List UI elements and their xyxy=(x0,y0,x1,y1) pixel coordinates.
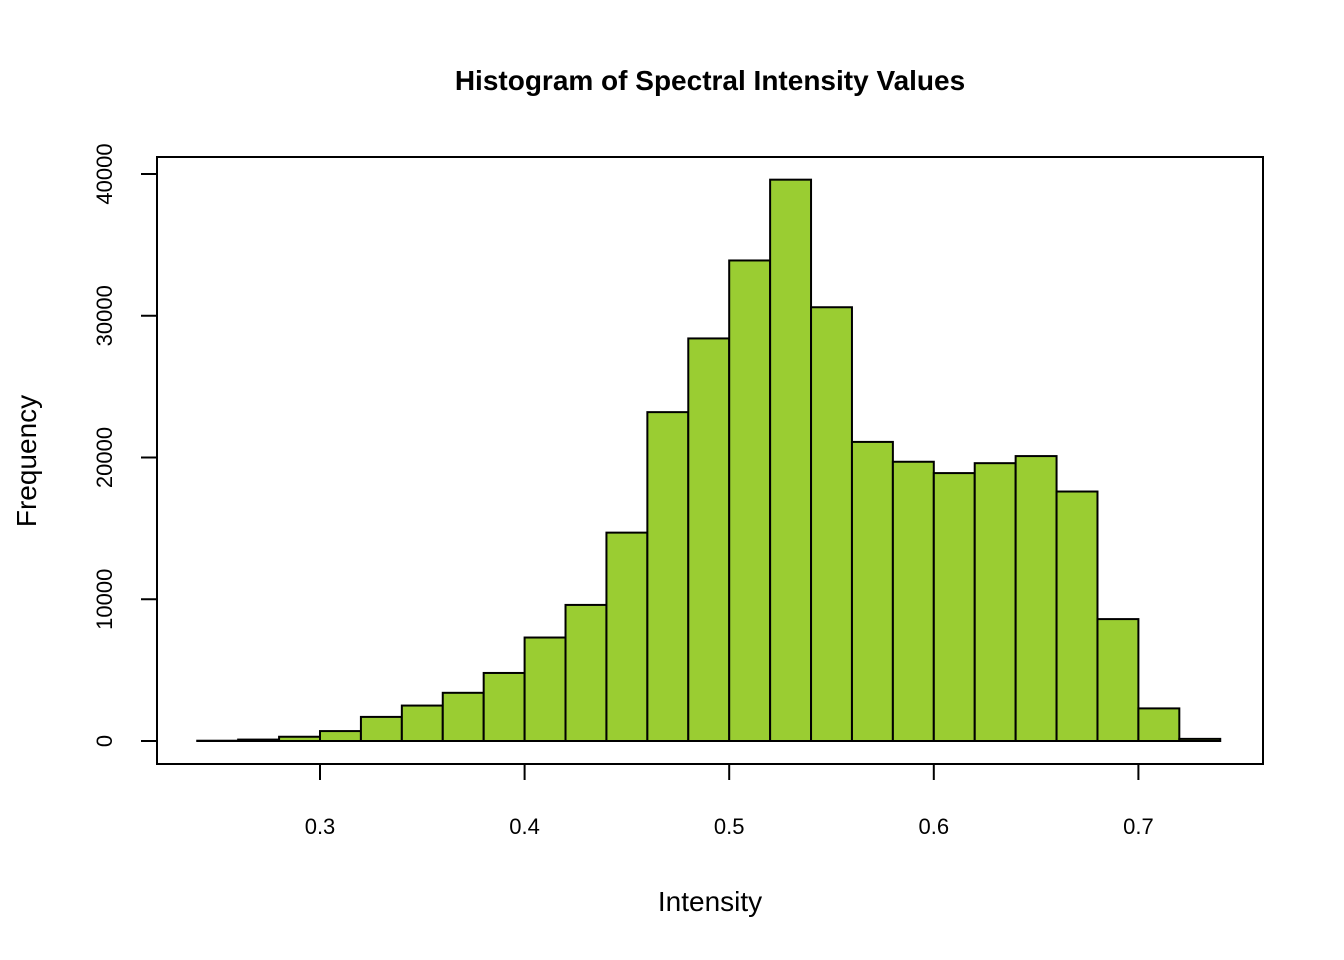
x-tick-label-1: 0.4 xyxy=(509,814,540,839)
histogram-bar-15 xyxy=(810,306,853,742)
histogram-bar-21 xyxy=(1055,490,1099,742)
histogram-bar-23 xyxy=(1137,707,1181,743)
histogram-bar-9 xyxy=(564,603,608,742)
x-tick-label-3: 0.6 xyxy=(919,814,950,839)
histogram-bar-18 xyxy=(932,472,976,742)
histogram-bar-24 xyxy=(1178,737,1222,743)
histogram-bar-16 xyxy=(850,440,894,742)
x-tick-label-2: 0.5 xyxy=(714,814,745,839)
y-tick-label-3: 30000 xyxy=(92,285,117,346)
histogram-bar-12 xyxy=(687,337,731,742)
y-tick-label-0: 0 xyxy=(92,735,117,747)
histogram-bar-17 xyxy=(891,460,935,742)
histogram-bar-3 xyxy=(319,730,362,743)
chart-title: Histogram of Spectral Intensity Values xyxy=(455,65,965,96)
x-tick-label-4: 0.7 xyxy=(1123,814,1154,839)
histogram-bar-4 xyxy=(359,715,403,743)
histogram-bar-14 xyxy=(769,178,813,743)
histogram-bar-5 xyxy=(400,704,444,742)
histogram-bar-6 xyxy=(441,691,485,742)
y-axis: 0 10000 20000 30000 40000 xyxy=(92,143,158,747)
y-tick-label-2: 20000 xyxy=(92,427,117,488)
x-tick-label-0: 0.3 xyxy=(305,814,336,839)
bars-group xyxy=(196,178,1222,743)
histogram-bar-10 xyxy=(605,531,649,742)
histogram-bar-2 xyxy=(278,735,321,742)
y-axis-label: Frequency xyxy=(11,395,42,527)
histogram-bar-1 xyxy=(237,738,281,743)
y-tick-label-1: 10000 xyxy=(92,569,117,630)
y-tick-label-4: 40000 xyxy=(92,143,117,204)
histogram-bar-11 xyxy=(646,411,690,742)
histogram-bar-13 xyxy=(728,259,772,742)
histogram-bar-20 xyxy=(1014,455,1058,742)
histogram-bar-7 xyxy=(482,671,526,743)
histogram-bar-8 xyxy=(523,636,567,743)
x-axis: 0.3 0.4 0.5 0.6 0.7 xyxy=(305,763,1154,839)
histogram-bar-22 xyxy=(1096,618,1140,742)
x-axis-label: Intensity xyxy=(658,886,762,917)
histogram-bar-19 xyxy=(973,462,1017,742)
